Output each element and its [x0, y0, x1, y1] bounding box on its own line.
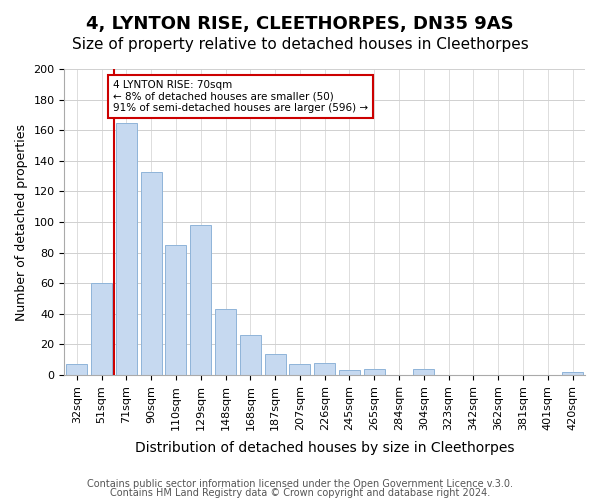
Text: 4 LYNTON RISE: 70sqm
← 8% of detached houses are smaller (50)
91% of semi-detach: 4 LYNTON RISE: 70sqm ← 8% of detached ho… — [113, 80, 368, 113]
Bar — [91, 283, 112, 375]
Bar — [116, 122, 137, 375]
Bar — [413, 369, 434, 375]
Bar — [364, 369, 385, 375]
Bar — [190, 225, 211, 375]
Bar — [240, 336, 261, 375]
Bar — [289, 364, 310, 375]
Bar — [562, 372, 583, 375]
Bar — [339, 370, 360, 375]
Bar — [140, 172, 162, 375]
Bar — [265, 354, 286, 375]
Text: Contains public sector information licensed under the Open Government Licence v.: Contains public sector information licen… — [87, 479, 513, 489]
Bar — [314, 363, 335, 375]
Text: Size of property relative to detached houses in Cleethorpes: Size of property relative to detached ho… — [71, 38, 529, 52]
Bar — [215, 309, 236, 375]
Bar — [66, 364, 88, 375]
X-axis label: Distribution of detached houses by size in Cleethorpes: Distribution of detached houses by size … — [135, 441, 514, 455]
Text: Contains HM Land Registry data © Crown copyright and database right 2024.: Contains HM Land Registry data © Crown c… — [110, 488, 490, 498]
Bar — [166, 245, 187, 375]
Text: 4, LYNTON RISE, CLEETHORPES, DN35 9AS: 4, LYNTON RISE, CLEETHORPES, DN35 9AS — [86, 15, 514, 33]
Y-axis label: Number of detached properties: Number of detached properties — [15, 124, 28, 320]
